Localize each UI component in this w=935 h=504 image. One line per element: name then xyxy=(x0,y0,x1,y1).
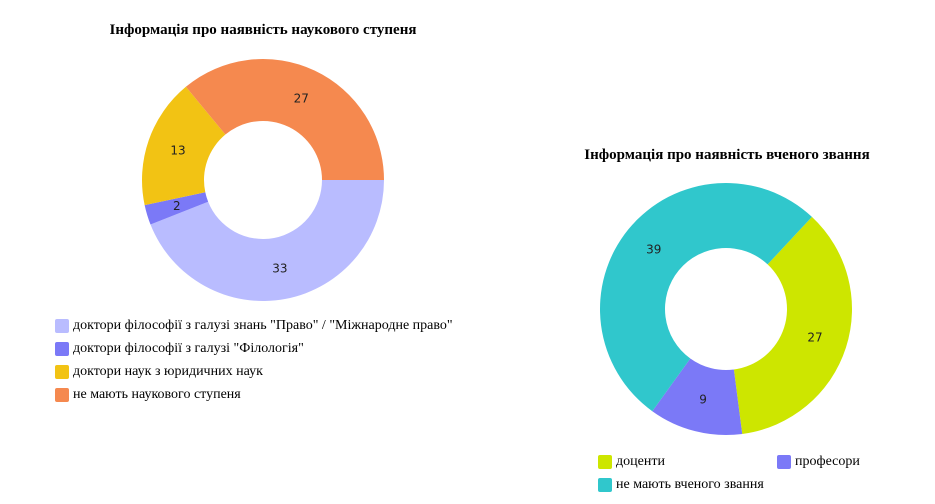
legend-item: доктори філософії з галузі знань "Право"… xyxy=(55,316,453,336)
legend-item: професори xyxy=(777,452,860,472)
data-label: 9 xyxy=(699,393,707,407)
data-label: 27 xyxy=(294,92,309,106)
donut-slice xyxy=(144,192,209,225)
chart-panel-degree: Інформація про наявність наукового ступе… xyxy=(55,22,453,405)
legend-label: професори xyxy=(795,454,860,469)
legend-label: доценти xyxy=(616,454,665,469)
data-label: 33 xyxy=(272,261,287,275)
legend-label: доктори філософії з галузі знань "Право"… xyxy=(73,318,453,333)
legend-label: не мають вченого звання xyxy=(616,477,764,492)
donut-slice xyxy=(652,358,743,435)
legend-item: доктори філософії з галузі "Філологія" xyxy=(55,339,304,359)
legend-swatch xyxy=(55,319,69,333)
legend-swatch xyxy=(55,342,69,356)
data-label: 27 xyxy=(807,331,822,345)
legend-swatch xyxy=(55,388,69,402)
chart-title: Інформація про наявність наукового ступе… xyxy=(109,22,417,38)
legend-label: не мають наукового ступеня xyxy=(73,387,241,402)
legend-swatch xyxy=(598,478,612,492)
data-label: 2 xyxy=(173,199,181,213)
legend-item: доценти xyxy=(598,452,665,472)
donut-slice xyxy=(600,183,812,412)
donut-slice xyxy=(150,180,384,301)
legend-item: доктори наук з юридичних наук xyxy=(55,362,263,382)
donut-slice xyxy=(733,216,853,434)
legend-swatch xyxy=(777,455,791,469)
data-label: 13 xyxy=(170,143,185,157)
legend-label: доктори наук з юридичних наук xyxy=(73,364,263,379)
donut-chart-title: 27 9 39 xyxy=(600,183,853,435)
chart-title: Інформація про наявність вченого звання xyxy=(584,147,870,163)
donut-slice xyxy=(142,86,226,206)
donut-slice xyxy=(185,59,384,180)
data-label: 39 xyxy=(646,243,661,257)
chart-panel-title: Інформація про наявність вченого звання … xyxy=(540,0,935,504)
legend-label: доктори філософії з галузі "Філологія" xyxy=(73,341,304,356)
legend-item: не мають наукового ступеня xyxy=(55,385,241,405)
legend-swatch xyxy=(55,365,69,379)
donut-chart-degree: 33 2 13 27 xyxy=(142,59,384,301)
legend-item: не мають вченого звання xyxy=(598,475,764,495)
legend-swatch xyxy=(598,455,612,469)
